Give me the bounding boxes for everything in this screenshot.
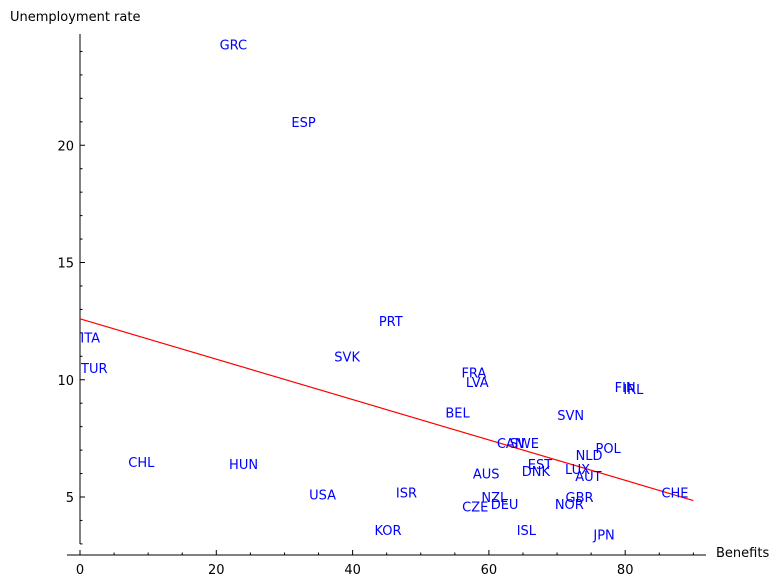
point-label-svn: SVN <box>557 409 584 424</box>
y-tick-label: 20 <box>57 139 74 154</box>
x-tick-label: 40 <box>344 563 361 578</box>
point-label-lva: LVA <box>466 376 489 391</box>
y-axis-label: Unemployment rate <box>10 10 140 25</box>
point-label-gbr: GBR <box>566 491 594 506</box>
point-label-kor: KOR <box>374 524 401 539</box>
x-axis: 0 20 40 60 80 <box>67 550 706 578</box>
point-label-jpn: JPN <box>592 529 614 544</box>
y-tick-label: 15 <box>57 257 74 272</box>
point-label-est: EST <box>528 458 552 473</box>
point-label-hun: HUN <box>229 458 258 473</box>
point-label-aus: AUS <box>473 468 500 483</box>
point-label-deu: DEU <box>491 498 519 513</box>
y-tick-label: 5 <box>66 491 74 506</box>
point-label-dnk: DNK <box>522 465 551 480</box>
point-label-nld: NLD <box>576 449 603 464</box>
point-label-cze: CZE <box>462 500 488 515</box>
point-label-grc: GRC <box>220 38 248 53</box>
point-label-che: CHE <box>661 486 688 501</box>
x-axis-label: Benefits <box>716 546 769 561</box>
point-label-isr: ISR <box>396 486 417 501</box>
point-label-pol: POL <box>595 442 621 457</box>
point-label-bel: BEL <box>445 407 470 422</box>
point-label-fra: FRA <box>461 367 486 382</box>
point-label-isl: ISL <box>517 524 537 539</box>
regression-line <box>79 318 694 502</box>
point-label-nzl: NZL <box>481 491 508 506</box>
point-label-aut: AUT <box>575 470 601 485</box>
point-label-fin: FIN <box>615 381 636 396</box>
point-label-nor: NOR <box>555 498 584 513</box>
point-label-lux: LUX <box>565 463 590 478</box>
y-tick-label: 10 <box>57 374 74 389</box>
point-label-svk: SVK <box>334 350 360 365</box>
point-label-irl: IRL <box>623 383 644 398</box>
x-tick-label: 20 <box>208 563 225 578</box>
point-label-chl: CHL <box>128 456 155 471</box>
point-label-esp: ESP <box>291 116 315 131</box>
point-label-swe: SWE <box>510 437 539 452</box>
y-axis: 5 10 15 20 <box>57 34 85 545</box>
point-label-tur: TUR <box>80 362 108 377</box>
x-tick-label: 60 <box>481 563 498 578</box>
x-tick-label: 0 <box>76 563 84 578</box>
point-label-prt: PRT <box>379 315 403 330</box>
point-label-ita: ITA <box>80 332 100 347</box>
point-label-can: CAN <box>497 437 525 452</box>
x-tick-label: 80 <box>617 563 634 578</box>
point-label-usa: USA <box>309 489 336 504</box>
fit-line-group <box>79 318 694 502</box>
